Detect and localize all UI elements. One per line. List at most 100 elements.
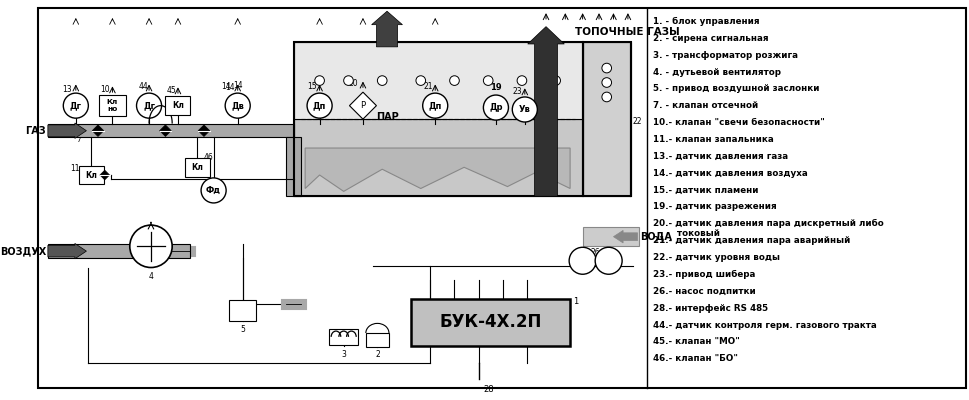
Circle shape	[63, 93, 88, 118]
Text: 14: 14	[233, 81, 242, 90]
Text: Др: Др	[489, 103, 503, 112]
Circle shape	[602, 63, 611, 73]
Text: ПАР: ПАР	[376, 112, 398, 122]
Text: Дг: Дг	[70, 101, 81, 110]
Text: 11: 11	[70, 164, 79, 173]
Text: БУК-4Х.2П: БУК-4Х.2П	[439, 314, 542, 332]
Text: 28: 28	[484, 385, 494, 394]
Circle shape	[416, 76, 425, 86]
Text: P: P	[360, 101, 365, 110]
Bar	[294, 42, 582, 119]
Text: 14.- датчик давления воздуха: 14.- датчик давления воздуха	[653, 169, 808, 178]
Circle shape	[422, 93, 448, 118]
Text: 23.- привод шибера: 23.- привод шибера	[653, 270, 756, 279]
Circle shape	[569, 247, 596, 274]
Circle shape	[550, 76, 560, 86]
FancyArrow shape	[47, 123, 86, 138]
Text: 45.- клапан "МО": 45.- клапан "МО"	[653, 337, 740, 346]
Text: 44.- датчик контроля герм. газового тракта: 44.- датчик контроля герм. газового трак…	[653, 320, 877, 330]
Bar	[47, 244, 190, 258]
Text: 14: 14	[221, 82, 231, 91]
Bar	[78, 166, 104, 184]
Text: 4: 4	[148, 272, 153, 281]
Text: Фд: Фд	[206, 186, 221, 195]
Bar	[411, 299, 570, 346]
Text: 14: 14	[225, 83, 234, 92]
Polygon shape	[305, 148, 570, 191]
Text: 5. - привод воздушной заслонки: 5. - привод воздушной заслонки	[653, 84, 820, 94]
Text: Ув: Ув	[518, 105, 531, 114]
Circle shape	[344, 76, 354, 86]
Bar	[294, 119, 582, 196]
Circle shape	[307, 93, 332, 118]
Polygon shape	[100, 170, 109, 180]
Circle shape	[602, 78, 611, 87]
Text: ВОДА: ВОДА	[641, 232, 672, 242]
Text: 3. - трансформатор розжига: 3. - трансформатор розжига	[653, 51, 797, 60]
Polygon shape	[92, 125, 104, 136]
Bar	[286, 138, 301, 196]
Circle shape	[517, 76, 527, 86]
Text: 19: 19	[490, 83, 502, 92]
Text: Дг: Дг	[143, 101, 155, 110]
FancyArrow shape	[47, 244, 86, 259]
Circle shape	[513, 97, 538, 122]
Text: 2. - сирена сигнальная: 2. - сирена сигнальная	[653, 34, 768, 43]
Text: 46: 46	[203, 153, 214, 162]
Text: 45: 45	[167, 86, 176, 95]
Text: 3: 3	[341, 350, 346, 359]
Text: Кл: Кл	[85, 170, 97, 180]
Bar	[229, 300, 256, 322]
Text: Дп: Дп	[313, 101, 327, 110]
Text: 10: 10	[100, 85, 109, 94]
Text: 44: 44	[139, 82, 148, 91]
Polygon shape	[350, 92, 376, 119]
Text: 28.- интерфейс RS 485: 28.- интерфейс RS 485	[653, 304, 768, 313]
Bar	[185, 158, 209, 177]
Circle shape	[137, 93, 162, 118]
Text: 11.- клапан запальника: 11.- клапан запальника	[653, 135, 773, 144]
Bar	[294, 42, 582, 196]
Circle shape	[225, 93, 250, 118]
Text: Кл: Кл	[191, 163, 203, 172]
Circle shape	[202, 178, 226, 203]
Circle shape	[450, 76, 459, 86]
Text: 22: 22	[633, 116, 642, 126]
FancyArrow shape	[372, 11, 402, 47]
Circle shape	[595, 247, 622, 274]
Circle shape	[484, 76, 493, 86]
Text: 20: 20	[349, 79, 359, 88]
Bar	[366, 333, 389, 346]
Bar	[582, 227, 639, 246]
Text: 13: 13	[62, 85, 72, 94]
Bar	[166, 96, 191, 115]
Text: 15: 15	[307, 82, 317, 91]
Circle shape	[315, 76, 325, 86]
Text: 10.- клапан "свечи безопасности": 10.- клапан "свечи безопасности"	[653, 118, 825, 127]
Text: 7. - клапан отсечной: 7. - клапан отсечной	[653, 101, 758, 110]
Text: 7: 7	[77, 137, 81, 143]
Circle shape	[484, 95, 509, 120]
Text: 1: 1	[573, 297, 578, 306]
Polygon shape	[160, 125, 172, 136]
Bar	[582, 42, 631, 196]
Circle shape	[602, 92, 611, 102]
Text: 23: 23	[513, 87, 522, 96]
Text: Кл: Кл	[172, 101, 184, 110]
Text: 22.- датчик уровня воды: 22.- датчик уровня воды	[653, 253, 780, 262]
Text: 19.- датчик разрежения: 19.- датчик разрежения	[653, 202, 777, 212]
Text: ВОЗДУХ: ВОЗДУХ	[0, 246, 46, 256]
Text: 4. - дутьевой вентилятор: 4. - дутьевой вентилятор	[653, 68, 781, 76]
Bar	[582, 42, 631, 196]
Circle shape	[377, 76, 387, 86]
Text: 20.- датчик давления пара дискретный либо
        токовый: 20.- датчик давления пара дискретный либ…	[653, 219, 884, 238]
Bar	[329, 329, 359, 344]
Text: 1. - блок управления: 1. - блок управления	[653, 17, 760, 26]
Text: 21.- датчик давления пара аварийный: 21.- датчик давления пара аварийный	[653, 236, 851, 245]
Polygon shape	[199, 125, 209, 136]
Bar	[47, 124, 294, 138]
Text: ТОПОЧНЫЕ ГАЗЫ: ТОПОЧНЫЕ ГАЗЫ	[575, 28, 679, 38]
Text: Кл
но: Кл но	[107, 99, 118, 112]
Text: 2: 2	[375, 350, 380, 359]
Text: 26.- насос подпитки: 26.- насос подпитки	[653, 287, 756, 296]
